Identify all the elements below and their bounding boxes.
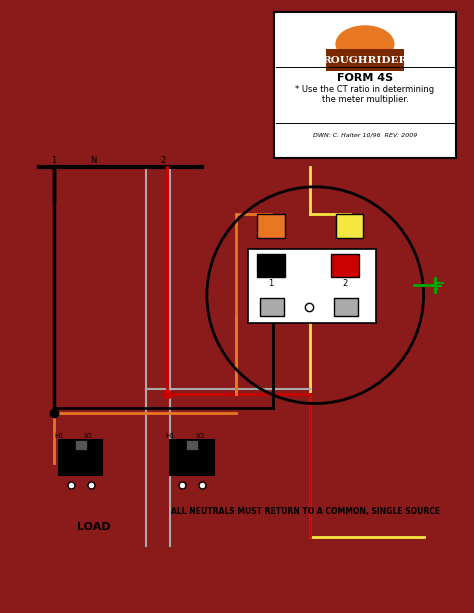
Text: H1: H1 <box>165 433 175 439</box>
Text: ELECTRIC COOPERATIVE: ELECTRIC COOPERATIVE <box>336 71 394 76</box>
Bar <box>186 440 198 450</box>
Text: 1: 1 <box>268 279 273 288</box>
Bar <box>260 298 283 316</box>
Text: 1: 1 <box>52 156 57 165</box>
Text: H1: H1 <box>54 433 64 439</box>
Bar <box>257 254 285 278</box>
Text: DWN: C. Halter 10/96  REV: 2009: DWN: C. Halter 10/96 REV: 2009 <box>313 132 417 137</box>
Text: 2: 2 <box>160 156 165 165</box>
Bar <box>274 12 456 158</box>
FancyBboxPatch shape <box>326 49 404 70</box>
Text: * Use the CT ratio in determining
the meter multiplier.: * Use the CT ratio in determining the me… <box>295 85 435 104</box>
Text: ROUGHRIDER: ROUGHRIDER <box>322 56 408 65</box>
Bar <box>331 254 358 278</box>
Text: 2: 2 <box>342 279 347 288</box>
Bar <box>336 215 364 238</box>
Bar <box>59 440 102 476</box>
Bar <box>75 440 87 450</box>
Text: LOAD: LOAD <box>77 522 110 531</box>
Text: ALL NEUTRALS MUST RETURN TO A COMMON, SINGLE SOURCE: ALL NEUTRALS MUST RETURN TO A COMMON, SI… <box>171 508 440 516</box>
Text: FORM 4S: FORM 4S <box>337 74 393 83</box>
Bar <box>248 249 376 323</box>
Bar <box>334 298 357 316</box>
Ellipse shape <box>336 25 394 63</box>
Text: X1: X1 <box>84 433 93 439</box>
Bar <box>257 215 285 238</box>
Text: N: N <box>91 156 97 165</box>
Bar <box>171 440 214 476</box>
Text: X3: X3 <box>195 433 205 439</box>
